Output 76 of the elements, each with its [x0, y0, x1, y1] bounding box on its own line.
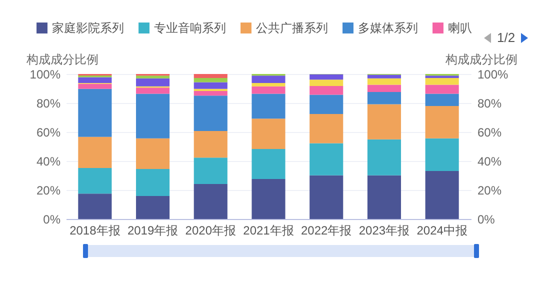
bar — [425, 76, 459, 78]
bar — [367, 139, 401, 176]
x-tick-label: 2020年报 — [185, 224, 236, 238]
bar — [194, 184, 228, 219]
bar — [367, 175, 401, 219]
bar — [367, 104, 401, 140]
bar — [310, 175, 344, 219]
bar — [367, 78, 401, 85]
legend-label: 多媒体系列 — [358, 21, 418, 35]
bar — [425, 138, 459, 172]
legend-label: 专业音响系列 — [154, 21, 226, 35]
y2-axis-title: 构成成分比例 — [444, 52, 518, 66]
bar — [194, 90, 228, 96]
bar — [194, 130, 228, 158]
y-tick-label: 40% — [36, 154, 61, 168]
y-tick-label: 60% — [36, 126, 61, 140]
y-tick-label: 20% — [36, 184, 61, 198]
bar — [310, 114, 344, 144]
bar — [78, 88, 112, 137]
bar — [310, 86, 344, 95]
x-tick-label: 2019年报 — [127, 224, 178, 238]
y2-tick-label: 0% — [478, 212, 496, 226]
bar — [310, 94, 344, 114]
bar — [136, 88, 170, 94]
y2-tick-label: 80% — [478, 96, 502, 110]
bar — [78, 194, 112, 219]
bar — [194, 82, 228, 89]
bar — [310, 143, 344, 176]
x-tick-label: 2023年报 — [358, 224, 410, 238]
bar — [367, 84, 401, 92]
bar — [78, 84, 112, 89]
bar — [425, 171, 459, 219]
legend-label: 家庭影院系列 — [52, 21, 124, 35]
bar — [252, 118, 286, 149]
bar — [425, 94, 459, 106]
bar — [136, 168, 170, 196]
legend-label: 公共广播系列 — [256, 21, 328, 35]
bar — [136, 196, 170, 219]
bar — [78, 168, 112, 194]
text: 1/2 — [497, 30, 516, 45]
bar — [252, 86, 286, 94]
bar — [425, 78, 459, 85]
bar — [252, 94, 286, 119]
y-axis-title: 构成成分比例 — [26, 52, 98, 66]
y2-tick-label: 60% — [478, 126, 502, 140]
y-tick-label: 80% — [36, 96, 61, 110]
x-tick-label: 2024中报 — [416, 224, 468, 238]
bar — [194, 74, 228, 78]
bar — [310, 74, 344, 80]
bar — [252, 178, 286, 219]
bar — [367, 74, 401, 78]
bar — [194, 96, 228, 131]
y-tick-label: 100% — [30, 68, 61, 82]
bar — [78, 136, 112, 168]
bar — [252, 148, 286, 179]
bar — [136, 138, 170, 169]
y2-tick-label: 20% — [478, 184, 502, 198]
x-tick-label: 2022年报 — [301, 224, 352, 238]
bar — [425, 84, 459, 94]
bar — [425, 106, 459, 138]
y2-tick-label: 40% — [478, 154, 502, 168]
legend-label: 喇叭 — [448, 21, 472, 35]
bar — [252, 82, 286, 86]
y-tick-label: 0% — [43, 212, 61, 226]
bar — [367, 92, 401, 104]
x-tick-label: 2018年报 — [70, 224, 120, 238]
bar — [194, 78, 228, 82]
bar — [310, 80, 344, 86]
bar — [78, 77, 112, 83]
bar — [252, 76, 286, 83]
bar — [194, 158, 228, 184]
bar — [136, 78, 170, 86]
bar — [136, 76, 170, 78]
x-tick-label: 2021年报 — [243, 224, 294, 238]
bar — [136, 94, 170, 138]
y2-tick-label: 100% — [478, 68, 509, 82]
